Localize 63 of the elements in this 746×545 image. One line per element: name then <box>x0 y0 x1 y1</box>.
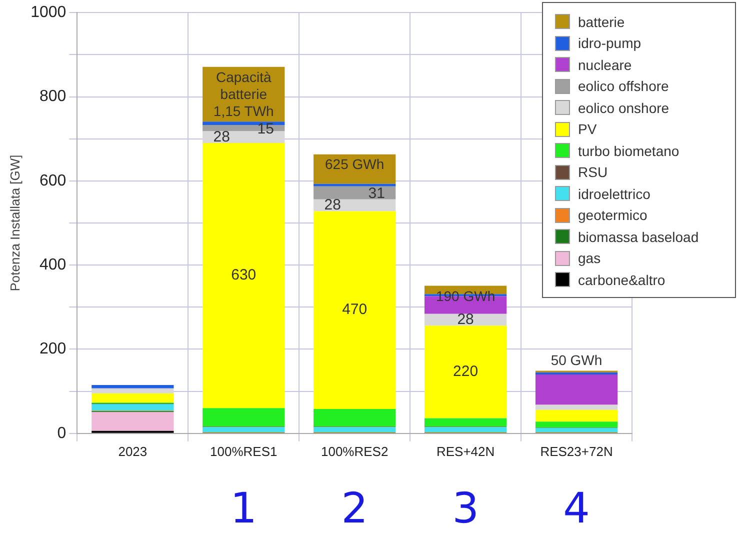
data-label: 28 <box>213 128 230 146</box>
y-tick-label: 800 <box>39 88 66 106</box>
data-label: 31 <box>368 185 385 202</box>
legend-label: turbo biometano <box>578 142 680 159</box>
data-label: 470 <box>342 301 368 318</box>
data-label: 15 <box>257 120 274 138</box>
bar <box>535 410 618 422</box>
text: 1 <box>230 483 258 532</box>
annotation: Capacità batterie 1,15 TWh <box>212 68 275 120</box>
data-label: 28 <box>457 310 474 328</box>
annotation: 625 GWh <box>324 156 386 174</box>
bar <box>535 428 618 432</box>
legend-label: PV <box>578 121 597 138</box>
bar <box>92 385 174 388</box>
bar <box>202 122 285 125</box>
y-tick-label: 200 <box>39 340 66 358</box>
x-tick-label: RES23+72N <box>540 444 613 459</box>
legend-label: idro-pump <box>578 35 642 52</box>
y-tick-label: 600 <box>39 172 66 190</box>
legend-label: eolico onshore <box>578 100 670 116</box>
bar <box>535 404 618 410</box>
text: 3 <box>452 483 479 532</box>
legend-label: geotermico <box>578 207 648 224</box>
annotation: 50 GWh <box>550 352 604 369</box>
bar <box>314 184 396 186</box>
bar <box>92 393 174 403</box>
bar <box>202 408 285 427</box>
x-tick-label: 100%RES1 <box>210 444 278 459</box>
text: 4 <box>563 483 590 532</box>
x-tick-label: 2023 <box>118 444 148 459</box>
legend-label: batterie <box>578 14 625 30</box>
data-label: 220 <box>453 363 478 380</box>
legend-label: eolico offshore <box>578 78 669 94</box>
y-tick-label: 1000 <box>30 4 66 22</box>
legend-label: RSU <box>578 164 608 180</box>
legend-label: carbone&altro <box>578 272 666 288</box>
bar <box>535 422 618 428</box>
y-axis-title: Potenza Installata [GW] <box>7 154 22 292</box>
legend-label: biomassa baseload <box>578 228 699 245</box>
bar <box>424 418 507 427</box>
bar <box>202 143 285 408</box>
x-tick-label: RES+42N <box>436 444 495 459</box>
x-tick-label: 100%RES2 <box>320 444 388 459</box>
legend-label: nucleare <box>578 56 632 73</box>
bar <box>424 326 507 418</box>
bar <box>202 427 285 432</box>
y-tick-label: 0 <box>57 424 66 442</box>
bar <box>92 412 174 431</box>
bar <box>424 427 507 432</box>
bar <box>314 408 396 427</box>
bar <box>314 427 396 432</box>
annotation: 190 GWh <box>434 288 496 305</box>
legend-label: gas <box>578 250 601 266</box>
data-label: 630 <box>231 266 256 284</box>
bar <box>92 404 174 411</box>
bar <box>314 211 396 409</box>
bar <box>92 388 174 394</box>
bar <box>314 186 396 200</box>
legend-label: idroelettrico <box>578 186 650 202</box>
text: 2 <box>341 483 368 532</box>
data-label: 28 <box>324 196 341 214</box>
bar <box>535 374 618 405</box>
y-tick-label: 400 <box>39 256 66 274</box>
